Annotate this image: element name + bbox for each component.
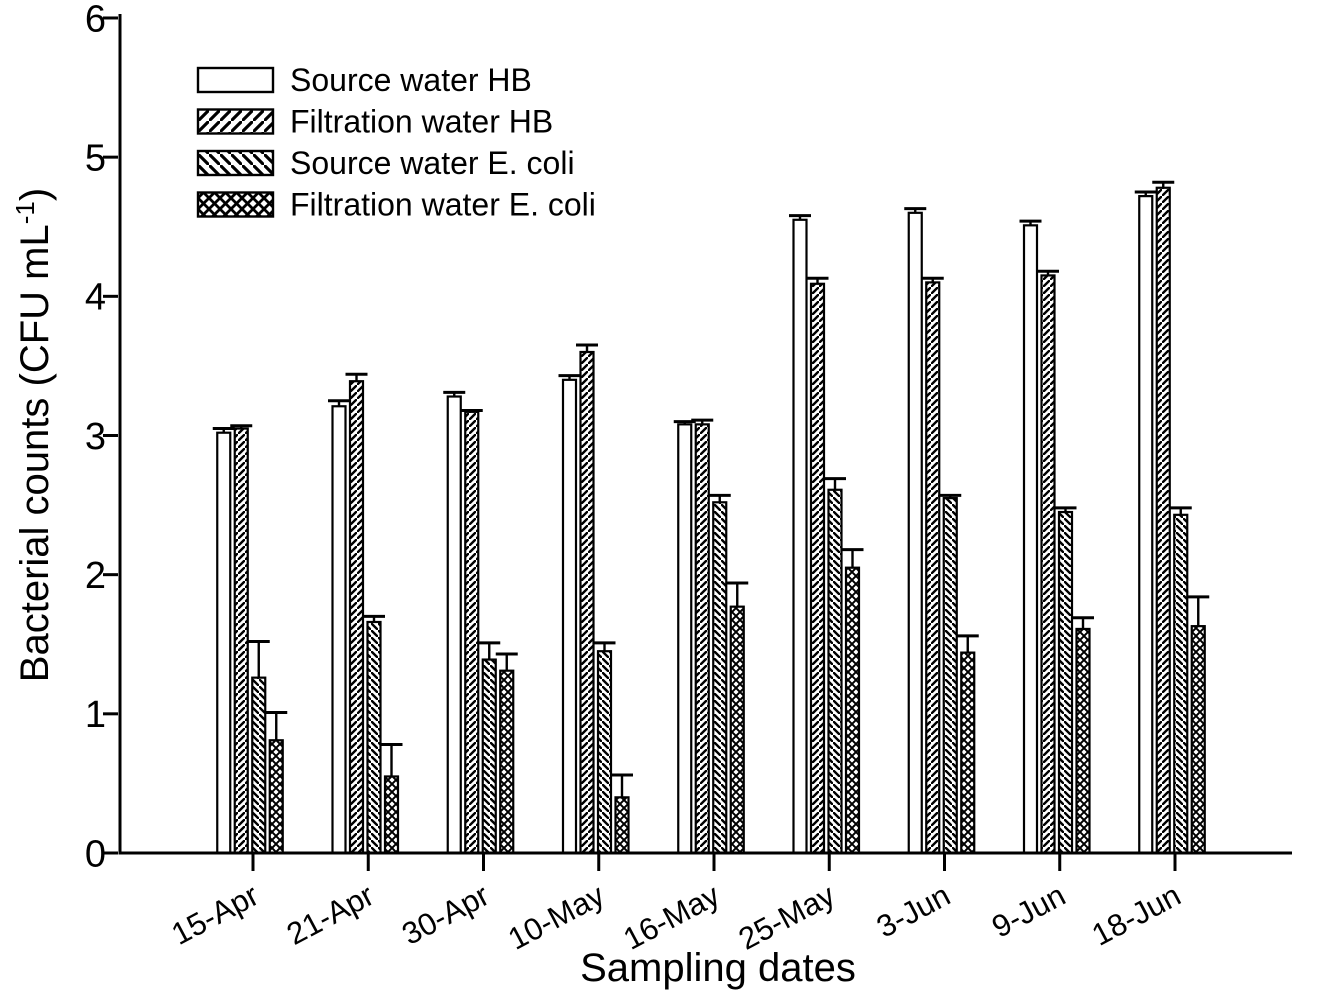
y-tick-label: 3	[85, 416, 106, 458]
bar-source-water-e-coli-30-apr	[481, 658, 497, 855]
x-tick-label: 18-Jun	[1086, 877, 1186, 952]
bar-filtration-water-e-coli-21-apr	[383, 775, 400, 855]
bar-filtration-water-e-coli-25-may	[844, 566, 861, 855]
legend-swatch-none	[196, 66, 275, 94]
y-tick-label: 1	[85, 694, 106, 736]
x-tick-label: 3-Jun	[871, 877, 956, 944]
bar-source-water-e-coli-15-apr	[251, 676, 267, 855]
bar-source-water-e-coli-21-apr	[366, 620, 382, 855]
bar-filtration-water-e-coli-15-apr	[268, 739, 284, 855]
legend-label: Filtration water E. coli	[290, 187, 596, 223]
bar-filtration-water-e-coli-9-jun	[1075, 627, 1091, 855]
x-tick-label: 15-Apr	[166, 877, 265, 952]
bar-source-water-hb-16-may	[677, 423, 693, 855]
legend-swatch-crosshatch	[196, 191, 275, 218]
bar-filtration-water-hb-9-jun	[1040, 274, 1056, 855]
bar-filtration-water-hb-25-may	[809, 282, 826, 855]
legend-label: Filtration water HB	[290, 104, 553, 140]
bar-source-water-e-coli-9-jun	[1057, 510, 1074, 855]
bar-filtration-water-hb-16-may	[694, 423, 710, 855]
x-tick-label: 10-May	[502, 877, 610, 957]
legend: Source water HB Filtration water HB Source…	[196, 62, 596, 223]
bar-filtration-water-hb-15-apr	[233, 427, 249, 855]
legend-swatch-diagonal-down	[196, 149, 275, 177]
bar-source-water-e-coli-18-jun	[1173, 513, 1189, 855]
y-axis-title: Bacterial counts (CFU mL-1)	[10, 188, 57, 682]
x-axis-title: Sampling dates	[580, 946, 856, 990]
bar-source-water-hb-21-apr	[331, 405, 347, 855]
y-tick-label: 4	[85, 277, 106, 319]
x-tick-label: 30-Apr	[396, 877, 495, 952]
bar-filtration-water-hb-10-may	[579, 350, 595, 855]
bar-source-water-hb-3-jun	[907, 211, 923, 855]
bar-filtration-water-e-coli-3-jun	[960, 651, 976, 855]
bar-source-water-e-coli-25-may	[827, 488, 843, 855]
bar-filtration-water-hb-18-jun	[1155, 186, 1171, 855]
bars-layer	[216, 186, 1206, 855]
bar-source-water-hb-15-apr	[216, 431, 232, 855]
bar-filtration-water-hb-3-jun	[925, 281, 941, 855]
bar-filtration-water-e-coli-16-may	[729, 605, 745, 855]
x-tick-label: 9-Jun	[986, 877, 1071, 944]
x-tick-label: 21-Apr	[281, 877, 380, 952]
bar-source-water-e-coli-3-jun	[942, 497, 958, 855]
bar-filtration-water-hb-30-apr	[464, 410, 480, 855]
legend-label: Source water HB	[290, 62, 532, 98]
legend-label: Source water E. coli	[290, 145, 575, 181]
bar-source-water-hb-18-jun	[1138, 195, 1154, 855]
bar-source-water-hb-10-may	[561, 378, 578, 855]
y-tick-label: 2	[85, 555, 106, 597]
bar-filtration-water-e-coli-10-may	[614, 796, 630, 855]
x-tick-label: 16-May	[618, 877, 726, 957]
y-tick-label: 0	[85, 833, 106, 875]
bar-source-water-hb-25-may	[792, 218, 808, 855]
bar-filtration-water-hb-21-apr	[348, 380, 365, 855]
bar-source-water-e-coli-16-may	[712, 501, 728, 855]
bar-filtration-water-e-coli-18-jun	[1190, 625, 1206, 855]
bar-source-water-hb-30-apr	[446, 395, 462, 855]
x-tick-label: 25-May	[733, 877, 841, 957]
bar-source-water-e-coli-10-may	[596, 650, 613, 855]
y-tick-label: 5	[85, 137, 106, 179]
bar-source-water-hb-9-jun	[1022, 224, 1039, 855]
bar-filtration-water-e-coli-30-apr	[499, 669, 515, 855]
error-bars-layer	[212, 180, 1210, 798]
legend-swatch-diagonal-up	[196, 108, 275, 135]
y-tick-label: 6	[85, 0, 106, 40]
